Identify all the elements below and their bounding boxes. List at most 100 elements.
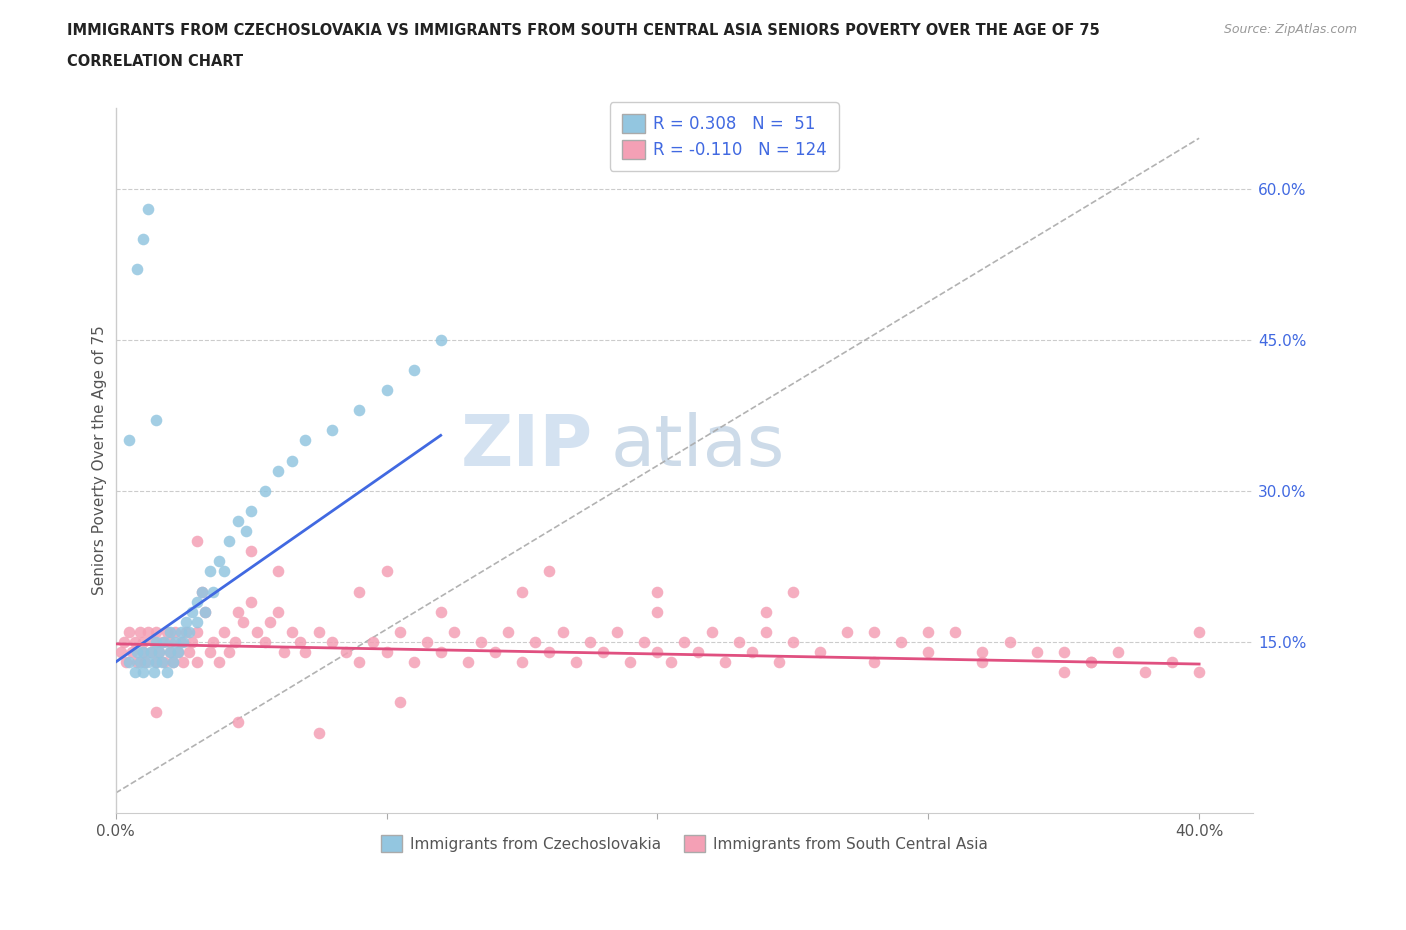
Point <box>349 655 371 670</box>
Point <box>647 644 669 659</box>
Point <box>148 644 170 659</box>
Point <box>224 634 246 649</box>
Point <box>145 705 167 720</box>
Point <box>863 624 886 639</box>
Point <box>136 624 159 639</box>
Point <box>335 644 357 659</box>
Point <box>150 655 173 670</box>
Point <box>288 634 311 649</box>
Point <box>890 634 912 649</box>
Text: atlas: atlas <box>610 412 785 481</box>
Point <box>659 655 682 670</box>
Point <box>174 615 197 630</box>
Point <box>755 604 778 619</box>
Point <box>259 615 281 630</box>
Point <box>633 634 655 649</box>
Point <box>118 624 141 639</box>
Point <box>972 655 994 670</box>
Point <box>349 584 371 599</box>
Point <box>139 644 162 659</box>
Point <box>172 634 194 649</box>
Point <box>1053 665 1076 680</box>
Point <box>647 584 669 599</box>
Point <box>267 564 290 578</box>
Point <box>267 463 290 478</box>
Point <box>191 584 214 599</box>
Point <box>240 594 263 609</box>
Point <box>226 715 249 730</box>
Point <box>194 604 217 619</box>
Point <box>606 624 628 639</box>
Point <box>207 554 229 569</box>
Point <box>232 615 254 630</box>
Point <box>524 634 547 649</box>
Point <box>727 634 749 649</box>
Point <box>280 624 302 639</box>
Point <box>145 655 167 670</box>
Point <box>389 624 412 639</box>
Point <box>273 644 295 659</box>
Point <box>714 655 737 670</box>
Point <box>647 604 669 619</box>
Point <box>218 534 240 549</box>
Point <box>153 634 176 649</box>
Point <box>169 634 191 649</box>
Point <box>186 534 208 549</box>
Point <box>132 232 155 246</box>
Point <box>145 624 167 639</box>
Point <box>132 634 155 649</box>
Point <box>169 624 191 639</box>
Point <box>142 634 165 649</box>
Point <box>429 332 451 347</box>
Point <box>429 604 451 619</box>
Point <box>361 634 384 649</box>
Point <box>375 644 398 659</box>
Point <box>159 634 181 649</box>
Point <box>132 644 155 659</box>
Point <box>226 513 249 528</box>
Y-axis label: Seniors Poverty Over the Age of 75: Seniors Poverty Over the Age of 75 <box>93 326 107 595</box>
Point <box>200 644 222 659</box>
Point <box>129 624 152 639</box>
Text: CORRELATION CHART: CORRELATION CHART <box>67 54 243 69</box>
Point <box>159 644 181 659</box>
Point <box>280 453 302 468</box>
Point <box>200 564 222 578</box>
Point <box>1133 665 1156 680</box>
Point <box>308 624 330 639</box>
Point <box>145 413 167 428</box>
Point <box>153 655 176 670</box>
Point <box>619 655 641 670</box>
Point <box>177 644 200 659</box>
Point <box>686 644 709 659</box>
Point <box>159 644 181 659</box>
Point <box>253 634 276 649</box>
Point <box>127 644 149 659</box>
Point <box>159 624 181 639</box>
Point <box>578 634 600 649</box>
Point <box>768 655 790 670</box>
Point <box>186 615 208 630</box>
Point <box>174 624 197 639</box>
Point <box>402 363 425 378</box>
Point <box>207 655 229 670</box>
Point <box>402 655 425 670</box>
Point <box>212 624 235 639</box>
Point <box>118 433 141 448</box>
Point <box>212 564 235 578</box>
Point <box>142 665 165 680</box>
Point <box>191 584 214 599</box>
Point <box>835 624 858 639</box>
Point <box>808 644 831 659</box>
Point <box>124 634 146 649</box>
Point <box>863 655 886 670</box>
Point <box>145 634 167 649</box>
Point <box>167 644 190 659</box>
Point <box>741 644 763 659</box>
Point <box>186 624 208 639</box>
Point <box>132 644 155 659</box>
Point <box>1107 644 1129 659</box>
Point <box>162 655 184 670</box>
Point <box>349 403 371 418</box>
Point <box>165 624 187 639</box>
